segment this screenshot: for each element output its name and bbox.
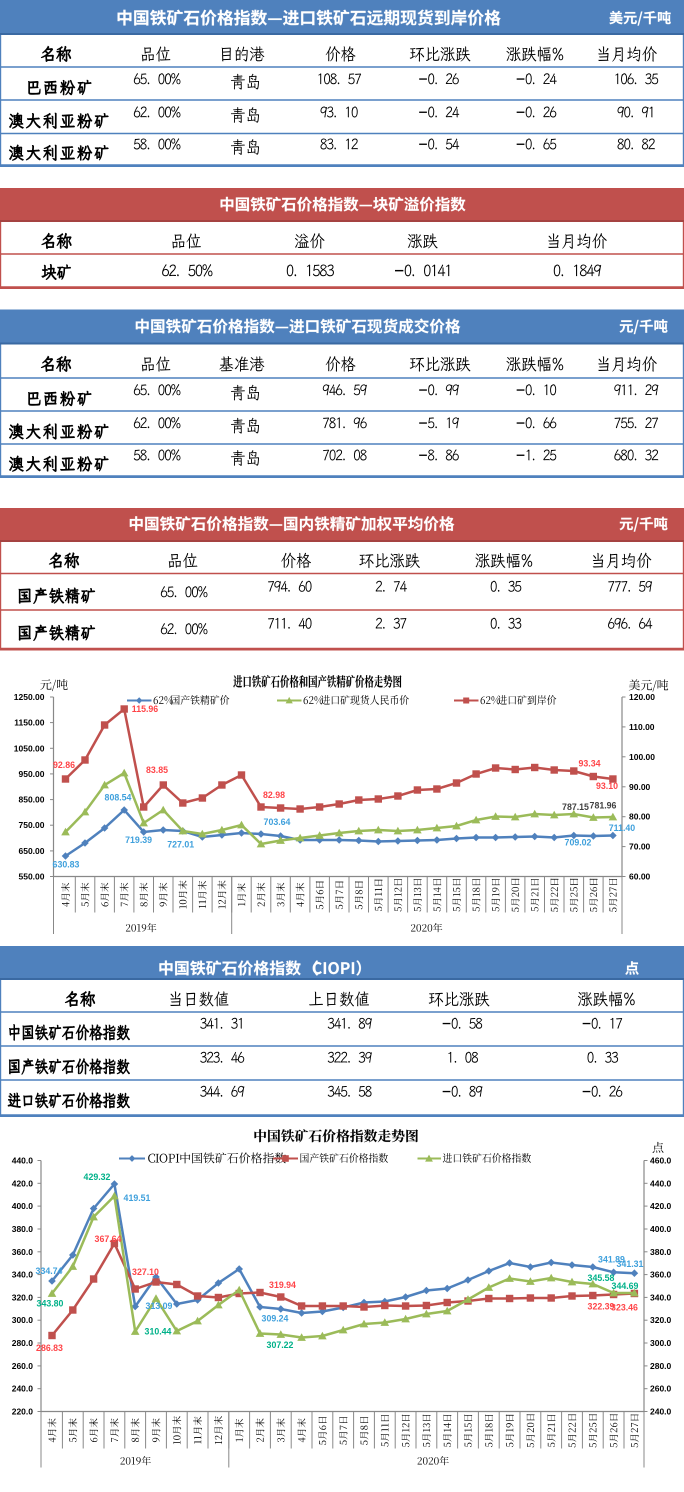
svg-text:82.98: 82.98 — [263, 790, 285, 800]
svg-text:420.0: 420.0 — [12, 1178, 34, 1188]
svg-text:93.34: 93.34 — [578, 759, 600, 769]
svg-text:83.85: 83.85 — [146, 765, 168, 775]
svg-text:260.0: 260.0 — [12, 1361, 34, 1371]
svg-text:550.00: 550.00 — [19, 872, 45, 882]
svg-text:343.80: 343.80 — [37, 1299, 64, 1309]
svg-text:344.69: 344.69 — [612, 1281, 639, 1291]
svg-text:711.40: 711.40 — [609, 823, 636, 833]
svg-text:460.0: 460.0 — [650, 1156, 672, 1166]
svg-text:280.0: 280.0 — [12, 1338, 34, 1348]
svg-text:400.0: 400.0 — [12, 1201, 34, 1211]
svg-text:334.74: 334.74 — [36, 1266, 63, 1276]
svg-text:630.83: 630.83 — [53, 860, 80, 870]
svg-text:440.0: 440.0 — [12, 1156, 34, 1166]
svg-text:92.86: 92.86 — [53, 760, 75, 770]
svg-text:429.32: 429.32 — [84, 1172, 111, 1182]
svg-text:90.00: 90.00 — [629, 782, 651, 792]
svg-text:322.39: 322.39 — [588, 1302, 615, 1312]
svg-text:719.39: 719.39 — [125, 835, 152, 845]
svg-text:1050.00: 1050.00 — [14, 743, 45, 753]
svg-text:93.10: 93.10 — [596, 781, 618, 791]
svg-text:280.0: 280.0 — [650, 1361, 672, 1371]
svg-text:340.0: 340.0 — [650, 1292, 672, 1302]
svg-text:340.0: 340.0 — [12, 1270, 34, 1280]
svg-text:1150.00: 1150.00 — [14, 718, 45, 728]
svg-text:323.46: 323.46 — [611, 1303, 638, 1313]
svg-text:310.44: 310.44 — [145, 1327, 172, 1337]
svg-text:360.0: 360.0 — [12, 1247, 34, 1257]
svg-text:380.0: 380.0 — [650, 1247, 672, 1257]
svg-text:440.0: 440.0 — [650, 1178, 672, 1188]
svg-text:319.94: 319.94 — [269, 1280, 296, 1290]
svg-text:781.96: 781.96 — [590, 801, 617, 811]
svg-text:115.96: 115.96 — [132, 704, 159, 714]
svg-text:220.0: 220.0 — [12, 1407, 34, 1417]
svg-text:110.00: 110.00 — [629, 722, 655, 732]
svg-text:240.0: 240.0 — [12, 1384, 34, 1394]
svg-text:367.64: 367.64 — [95, 1234, 122, 1244]
svg-text:70.00: 70.00 — [629, 842, 651, 852]
svg-text:300.0: 300.0 — [650, 1338, 672, 1348]
svg-text:341.31: 341.31 — [617, 1259, 644, 1269]
svg-text:300.0: 300.0 — [12, 1315, 34, 1325]
svg-text:727.01: 727.01 — [167, 840, 194, 850]
svg-text:703.64: 703.64 — [264, 817, 291, 827]
svg-text:320.0: 320.0 — [650, 1315, 672, 1325]
svg-text:309.24: 309.24 — [262, 1314, 289, 1324]
svg-text:345.58: 345.58 — [588, 1273, 615, 1283]
svg-text:419.51: 419.51 — [124, 1193, 151, 1203]
svg-text:240.0: 240.0 — [650, 1407, 672, 1417]
svg-text:750.00: 750.00 — [19, 820, 45, 830]
svg-text:100.00: 100.00 — [629, 752, 655, 762]
svg-text:327.10: 327.10 — [132, 1267, 159, 1277]
svg-text:320.0: 320.0 — [12, 1292, 34, 1302]
svg-text:286.83: 286.83 — [36, 1343, 63, 1353]
svg-text:787.15: 787.15 — [562, 802, 589, 812]
svg-text:650.00: 650.00 — [19, 846, 45, 856]
svg-text:709.02: 709.02 — [565, 838, 592, 848]
svg-text:360.0: 360.0 — [650, 1270, 672, 1280]
svg-text:341.89: 341.89 — [598, 1255, 625, 1265]
svg-text:808.54: 808.54 — [105, 793, 132, 803]
svg-text:850.00: 850.00 — [19, 795, 45, 805]
svg-text:120.00: 120.00 — [629, 692, 655, 702]
svg-text:80.00: 80.00 — [629, 812, 651, 822]
svg-text:420.0: 420.0 — [650, 1201, 672, 1211]
svg-text:260.0: 260.0 — [650, 1384, 672, 1394]
svg-text:313.09: 313.09 — [146, 1301, 173, 1311]
svg-text:307.22: 307.22 — [267, 1340, 294, 1350]
svg-text:950.00: 950.00 — [19, 769, 45, 779]
svg-text:60.00: 60.00 — [629, 872, 651, 882]
svg-text:1250.00: 1250.00 — [14, 692, 45, 702]
svg-text:400.0: 400.0 — [650, 1224, 672, 1234]
svg-text:380.0: 380.0 — [12, 1224, 34, 1234]
